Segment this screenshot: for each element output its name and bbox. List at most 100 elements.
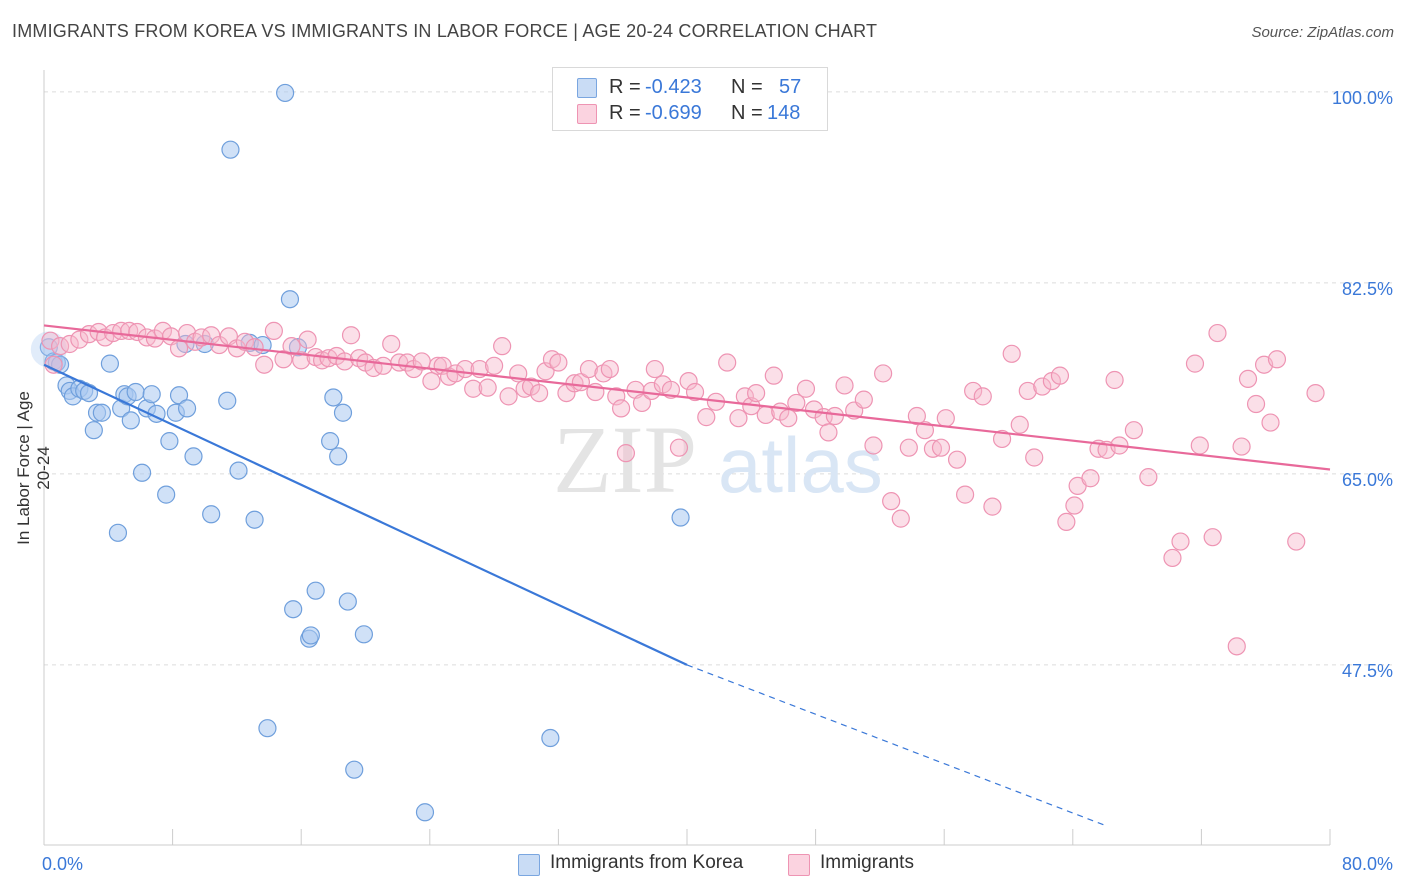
immigrants-point bbox=[1124, 421, 1143, 440]
immigrants-point bbox=[1002, 344, 1021, 363]
immigrants-point bbox=[899, 438, 918, 457]
immigrants-point bbox=[854, 390, 873, 409]
immigrants-point bbox=[422, 371, 441, 391]
immigrants-point bbox=[1018, 381, 1037, 401]
immigrants-point bbox=[787, 393, 806, 413]
immigrants-point bbox=[947, 450, 967, 469]
korea-point bbox=[301, 626, 320, 645]
immigrants-point bbox=[973, 387, 992, 406]
immigrants-point bbox=[41, 331, 60, 350]
immigrants-point bbox=[796, 379, 816, 398]
korea-point bbox=[345, 760, 364, 779]
korea-point bbox=[84, 421, 103, 440]
immigrants-point bbox=[907, 406, 926, 426]
immigrants-point bbox=[819, 423, 838, 442]
immigrants-point bbox=[341, 326, 361, 345]
korea-trendline bbox=[43, 363, 688, 666]
immigrants-point bbox=[1139, 468, 1158, 487]
immigrants-point bbox=[697, 408, 716, 427]
immigrants-point bbox=[499, 387, 518, 406]
korea-swatch bbox=[577, 78, 597, 98]
y-tick-label: 65.0% bbox=[1342, 470, 1393, 490]
n-value: 57 bbox=[779, 76, 802, 98]
immigrants-point bbox=[882, 492, 901, 511]
korea-point bbox=[184, 447, 203, 466]
immigrants-point bbox=[335, 352, 354, 371]
immigrants-points bbox=[41, 321, 1325, 656]
immigrants-point bbox=[1227, 637, 1246, 656]
immigrants-point bbox=[764, 366, 783, 385]
korea-point bbox=[132, 463, 152, 482]
immigrants-point bbox=[298, 330, 317, 349]
immigrants-point bbox=[729, 409, 748, 428]
immigrants-point bbox=[747, 383, 766, 403]
korea-point bbox=[671, 508, 690, 527]
korea-point bbox=[108, 523, 128, 542]
axes bbox=[43, 70, 1331, 846]
n-label: N = bbox=[731, 76, 763, 98]
trend-lines bbox=[43, 324, 1331, 826]
korea-point bbox=[157, 485, 176, 504]
legend-label: Immigrants from Korea bbox=[550, 852, 744, 873]
source-label: Source: ZipAtlas.com bbox=[1251, 24, 1394, 41]
immigrants-swatch bbox=[788, 854, 810, 876]
korea-point bbox=[284, 600, 303, 619]
immigrants-point bbox=[632, 393, 652, 413]
immigrants-point bbox=[530, 383, 549, 403]
immigrants-point bbox=[264, 321, 283, 340]
immigrants-point bbox=[1105, 370, 1124, 390]
immigrants-point bbox=[374, 356, 393, 375]
stats-legend: R = -0.423 N = 57 R = -0.699 N = 148 bbox=[552, 67, 828, 131]
immigrants-point bbox=[169, 339, 189, 358]
korea-point bbox=[177, 399, 197, 418]
immigrants-point bbox=[992, 429, 1012, 449]
immigrants-point bbox=[661, 380, 681, 399]
stats-row-korea: R = -0.423 N = 57 bbox=[553, 74, 827, 102]
korea-point bbox=[354, 625, 373, 644]
immigrants-point bbox=[931, 438, 951, 457]
r-label: R = bbox=[609, 102, 641, 124]
immigrants-point bbox=[1050, 366, 1070, 385]
korea-point bbox=[258, 719, 277, 738]
immigrants-point bbox=[1203, 528, 1222, 547]
korea-point bbox=[276, 83, 295, 103]
korea-point bbox=[306, 581, 325, 600]
immigrants-point bbox=[645, 359, 664, 379]
immigrants-point bbox=[292, 351, 311, 370]
korea-point bbox=[324, 388, 343, 407]
immigrants-point bbox=[1065, 496, 1084, 515]
immigrants-point bbox=[1208, 323, 1227, 343]
immigrants-point bbox=[1190, 436, 1209, 455]
immigrants-point bbox=[1033, 377, 1052, 396]
immigrants-point bbox=[549, 353, 568, 372]
immigrants-point bbox=[1163, 548, 1182, 568]
korea-point bbox=[221, 140, 240, 159]
tick-labels: 100.0% 82.5% 65.0% 47.5% 0.0% 80.0% bbox=[42, 88, 1393, 874]
immigrants-point bbox=[1081, 469, 1100, 488]
korea-swatch bbox=[518, 854, 540, 876]
korea-point bbox=[541, 728, 560, 748]
immigrants-point bbox=[891, 509, 910, 528]
immigrants-point bbox=[274, 350, 293, 369]
korea-point bbox=[218, 391, 237, 410]
korea-point bbox=[169, 386, 189, 405]
immigrants-point bbox=[915, 421, 935, 440]
immigrants-point bbox=[642, 381, 661, 401]
korea-point bbox=[92, 403, 111, 422]
n-value: 148 bbox=[767, 102, 801, 124]
korea-point bbox=[280, 290, 300, 309]
immigrants-trendline bbox=[43, 324, 1331, 471]
immigrants-point bbox=[607, 387, 626, 406]
immigrants-point bbox=[616, 444, 636, 463]
immigrants-point bbox=[983, 497, 1002, 516]
immigrants-point bbox=[1010, 415, 1029, 434]
n-label: N = bbox=[731, 102, 763, 124]
x-tick-label: 80.0% bbox=[1342, 854, 1393, 874]
x-tick-label: 0.0% bbox=[42, 854, 83, 874]
watermark: ZIP atlas bbox=[553, 406, 883, 513]
immigrants-point bbox=[964, 381, 983, 401]
immigrants-point bbox=[1185, 354, 1205, 373]
immigrants-point bbox=[478, 378, 497, 397]
immigrants-point bbox=[718, 353, 737, 372]
